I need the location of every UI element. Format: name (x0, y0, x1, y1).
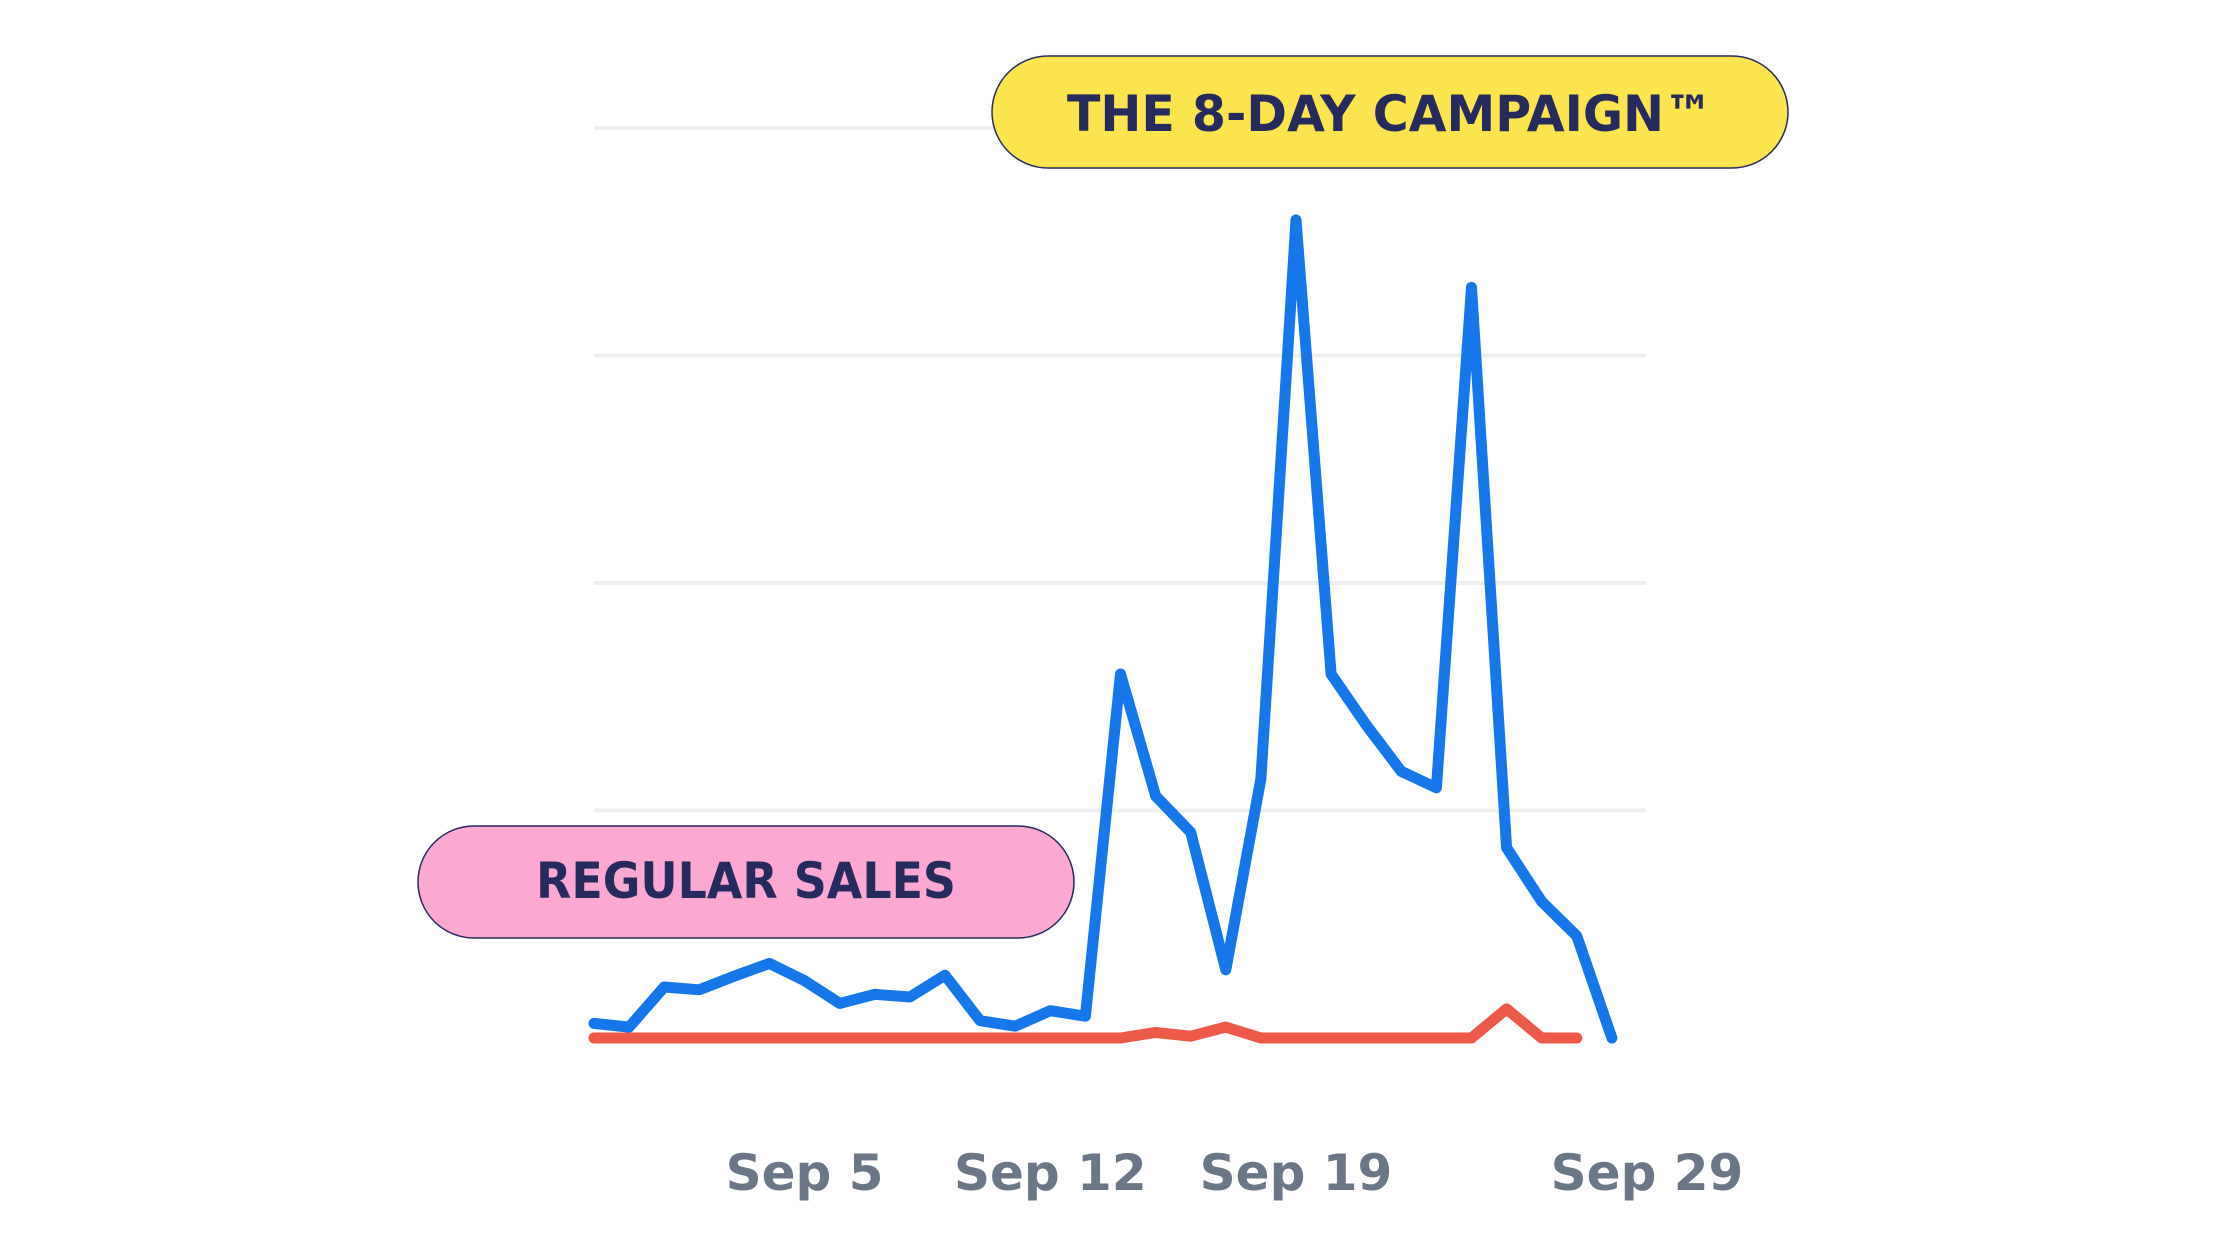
regular-sales-badge: REGULAR SALES (417, 825, 1075, 939)
x-axis-tick-labels: Sep 5 Sep 12 Sep 19 Sep 29 (726, 1144, 1744, 1202)
campaign-badge: THE 8-DAY CAMPAIGN™ (991, 55, 1789, 169)
regular-sales-badge-label: REGULAR SALES (536, 852, 956, 910)
series-line-1 (588, 214, 1618, 1044)
campaign-badge-label: THE 8-DAY CAMPAIGN™ (1067, 85, 1713, 143)
series-line-2 (588, 1003, 1583, 1044)
x-tick-label: Sep 29 (1551, 1144, 1744, 1202)
x-tick-label: Sep 5 (726, 1144, 884, 1202)
campaign-badge-background (991, 55, 1789, 169)
x-tick-label: Sep 12 (954, 1144, 1147, 1202)
x-tick-label: Sep 19 (1200, 1144, 1393, 1202)
series-lines (588, 214, 1618, 1044)
regular-sales-badge-background (417, 825, 1075, 939)
